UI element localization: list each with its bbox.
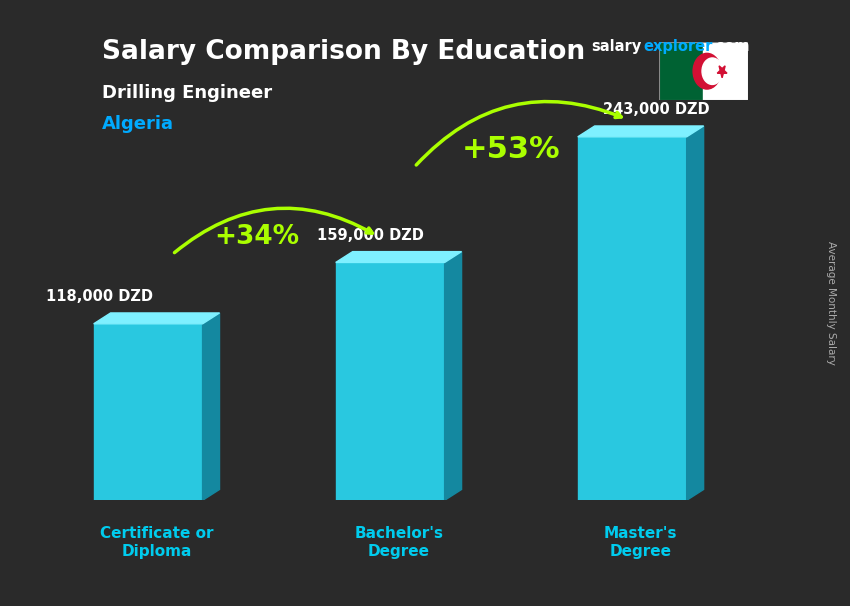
Text: explorer: explorer — [643, 39, 713, 55]
Bar — [703, 42, 748, 100]
Text: Average Monthly Salary: Average Monthly Salary — [826, 241, 836, 365]
Text: Drilling Engineer: Drilling Engineer — [102, 84, 272, 102]
Text: 243,000 DZD: 243,000 DZD — [604, 102, 710, 118]
Polygon shape — [445, 251, 462, 501]
Text: .com: .com — [711, 39, 750, 55]
Bar — [336, 262, 445, 501]
Text: salary: salary — [591, 39, 641, 55]
Polygon shape — [94, 313, 219, 324]
Bar — [659, 42, 703, 100]
Text: 159,000 DZD: 159,000 DZD — [317, 228, 424, 243]
Text: +34%: +34% — [214, 224, 299, 250]
Polygon shape — [336, 251, 462, 262]
Text: Certificate or
Diploma: Certificate or Diploma — [99, 527, 213, 559]
Circle shape — [702, 58, 722, 84]
Text: 118,000 DZD: 118,000 DZD — [46, 289, 153, 304]
Circle shape — [693, 53, 721, 89]
Polygon shape — [717, 66, 727, 78]
Text: +53%: +53% — [462, 135, 560, 164]
Bar — [94, 324, 202, 501]
Bar — [578, 137, 687, 501]
Text: Bachelor's
Degree: Bachelor's Degree — [354, 527, 443, 559]
Polygon shape — [578, 126, 704, 137]
Polygon shape — [687, 126, 704, 501]
Polygon shape — [202, 313, 219, 501]
Text: Salary Comparison By Education: Salary Comparison By Education — [102, 39, 585, 65]
Text: Algeria: Algeria — [102, 115, 174, 133]
Text: Master's
Degree: Master's Degree — [604, 527, 677, 559]
